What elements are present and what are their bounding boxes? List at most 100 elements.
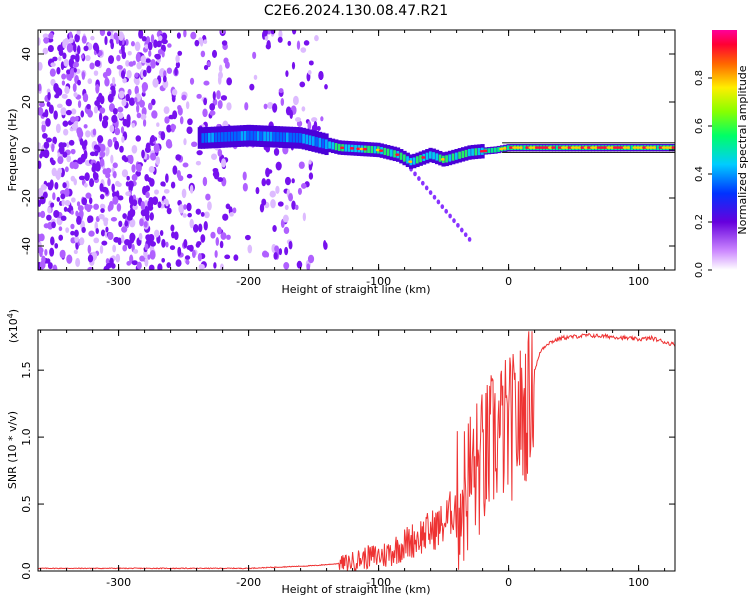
spectrogram-noise-cell bbox=[105, 226, 109, 233]
spectrogram-noise-cell bbox=[48, 104, 54, 114]
spectrogram-noise-cell bbox=[205, 193, 211, 201]
snr-y-tick-label: 0.5 bbox=[20, 495, 33, 513]
spectrogram-noise-cell bbox=[161, 257, 166, 263]
spectrogram-streak-cell bbox=[460, 227, 464, 233]
spectrogram-noise-cell bbox=[127, 240, 132, 250]
spectrogram-noise-cell bbox=[320, 116, 324, 122]
spectrogram-peak-cell bbox=[340, 146, 345, 150]
spectrogram-band-core bbox=[555, 145, 559, 150]
spectrogram-noise-cell bbox=[52, 192, 56, 201]
spectrogram-noise-cell bbox=[52, 56, 58, 62]
snr-x-tick-label: -300 bbox=[106, 576, 131, 589]
spectrogram-noise-cell bbox=[187, 212, 192, 218]
spectrogram-noise-cell bbox=[100, 229, 106, 237]
spectrogram-noise-cell bbox=[83, 182, 88, 188]
spectrogram-noise-cell bbox=[117, 106, 124, 113]
spectrogram-band-core bbox=[315, 137, 319, 147]
spectrogram-noise-cell bbox=[94, 60, 101, 67]
spectrogram-noise-cell bbox=[135, 52, 141, 63]
spectrogram-band-core bbox=[337, 143, 341, 152]
spectrogram-noise-cell bbox=[99, 245, 104, 254]
spectrogram-noise-cell bbox=[296, 260, 303, 269]
spectrogram-noise-cell bbox=[261, 178, 267, 187]
spectrogram-noise-cell bbox=[200, 211, 205, 217]
spectrogram-peak-cell bbox=[583, 146, 589, 149]
spectrogram-noise-cell bbox=[98, 112, 103, 122]
spectrogram-band-core bbox=[445, 155, 449, 163]
spectrogram-noise-cell bbox=[222, 213, 229, 221]
spectrogram-noise-cell bbox=[166, 124, 172, 133]
spectrogram-noise-cell bbox=[80, 54, 85, 59]
spectrogram-noise-cell bbox=[98, 213, 105, 220]
spectrogram-band-core bbox=[506, 145, 510, 151]
spectrogram-streak-cell bbox=[467, 237, 472, 242]
spectrogram-peak-cell bbox=[668, 146, 673, 149]
spectrogram-noise-cell bbox=[97, 135, 104, 144]
spectrogram-noise-cell bbox=[83, 124, 88, 129]
spectrogram-noise-cell bbox=[144, 243, 149, 251]
spectrogram-noise-cell bbox=[294, 117, 302, 122]
spectrogram-noise-cell bbox=[80, 110, 85, 118]
spectrogram-noise-cell bbox=[199, 37, 204, 47]
spectrogram-noise-cell bbox=[138, 232, 143, 241]
spectrogram-noise-cell bbox=[182, 213, 187, 218]
spectrogram-band-core bbox=[471, 148, 475, 156]
spectrogram-noise-cell bbox=[157, 48, 163, 55]
spectrogram-noise-cell bbox=[216, 226, 222, 235]
spectrogram-noise-cell bbox=[38, 200, 41, 207]
spectrogram-peak-cell bbox=[652, 146, 657, 149]
spectrogram-noise-cell bbox=[139, 255, 145, 262]
spectrogram-noise-cell bbox=[58, 234, 64, 241]
spectrogram-noise-cell bbox=[66, 155, 72, 163]
spectrogram-x-tick-label: 0 bbox=[505, 275, 512, 288]
spectrogram-band-core bbox=[201, 133, 205, 143]
spectrogram-noise-cell bbox=[108, 200, 114, 211]
spectrogram-noise-cell bbox=[95, 228, 99, 235]
spectrogram-noise-cell bbox=[280, 97, 285, 106]
spectrogram-noise-cell bbox=[195, 160, 202, 166]
spectrogram-band-core bbox=[477, 147, 481, 156]
spectrogram-noise-cell bbox=[132, 60, 136, 66]
spectrogram-noise-cell bbox=[203, 80, 210, 86]
spectrogram-noise-cell bbox=[68, 37, 74, 44]
spectrogram-noise-cell bbox=[145, 191, 150, 199]
spectrogram-noise-cell bbox=[139, 218, 144, 227]
spectrogram-noise-cell bbox=[177, 50, 183, 56]
spectrogram-noise-cell bbox=[151, 110, 158, 119]
spectrogram-noise-cell bbox=[308, 60, 314, 66]
spectrogram-noise-cell bbox=[38, 233, 42, 243]
spectrogram-noise-cell bbox=[247, 244, 253, 254]
spectrogram-noise-cell bbox=[93, 105, 99, 114]
spectrogram-noise-cell bbox=[50, 62, 56, 67]
spectrogram-noise-cell bbox=[283, 262, 290, 270]
spectrogram-noise-cell bbox=[76, 45, 81, 55]
spectrogram-noise-cell bbox=[81, 71, 86, 80]
spectrogram-noise-cell bbox=[217, 75, 222, 85]
spectrogram-noise-cell bbox=[185, 101, 190, 110]
spectrogram-noise-cell bbox=[220, 232, 227, 240]
spectrogram-noise-cell bbox=[124, 220, 129, 227]
spectrogram-band-core bbox=[214, 132, 218, 143]
spectrogram-band-core bbox=[347, 144, 351, 152]
spectrogram-peak-cell bbox=[593, 146, 598, 149]
spectrogram-peak-cell bbox=[574, 146, 579, 149]
spectrogram-noise-cell bbox=[136, 261, 142, 270]
spectrogram-y-tick-label: -20 bbox=[20, 189, 33, 207]
spectrogram-noise-cell bbox=[131, 174, 138, 182]
spectrogram-peak-cell bbox=[580, 146, 585, 149]
spectrogram-noise-cell bbox=[125, 118, 131, 128]
spectrogram-band-core bbox=[282, 132, 286, 143]
spectrogram-noise-cell bbox=[52, 136, 58, 145]
spectrogram-noise-cell bbox=[242, 182, 248, 192]
spectrogram-noise-cell bbox=[99, 193, 105, 200]
spectrogram-noise-cell bbox=[60, 193, 66, 200]
spectrogram-noise-cell bbox=[213, 262, 217, 269]
spectrogram-noise-cell bbox=[112, 195, 119, 205]
spectrogram-noise-cell bbox=[93, 70, 99, 76]
spectrogram-noise-cell bbox=[176, 169, 181, 179]
spectrogram-band-core bbox=[324, 139, 328, 150]
spectrogram-noise-cell bbox=[77, 79, 81, 86]
spectrogram-band-core bbox=[230, 131, 234, 142]
spectrogram-noise-cell bbox=[115, 253, 121, 263]
spectrogram-peak-cell bbox=[613, 146, 618, 149]
